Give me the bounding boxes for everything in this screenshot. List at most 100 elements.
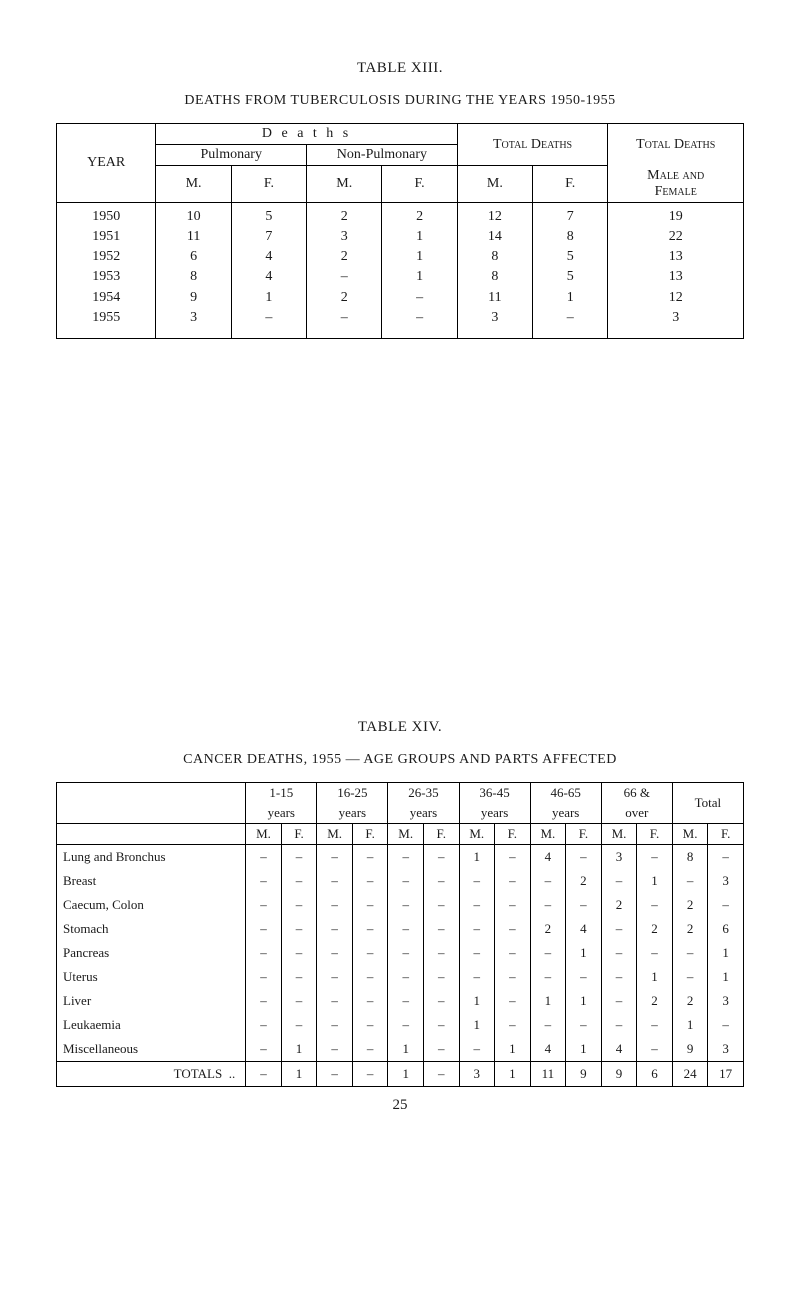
cause-0: Lung and Bronchus [57, 845, 246, 870]
cell-8-9: 1 [566, 1037, 602, 1062]
cell-0-0: – [246, 845, 282, 870]
th-female: Female [655, 184, 697, 199]
cell-5-0: – [246, 965, 282, 989]
th-ag-1: 16-25 [317, 783, 388, 804]
th-cause-blank [57, 783, 246, 824]
cell-8-5: – [423, 1037, 459, 1062]
th-mf: Male and Female [608, 166, 744, 203]
th-pf: F. [231, 166, 306, 203]
cause-4: Pancreas [57, 941, 246, 965]
cell-2-13: – [708, 893, 744, 917]
cell-2-7: – [495, 893, 531, 917]
cell-7-13: – [708, 1013, 744, 1037]
cell-5-13: 1 [708, 965, 744, 989]
total-9: 9 [566, 1062, 602, 1087]
cell-5-6: – [459, 965, 495, 989]
cell-0-12: 8 [672, 845, 708, 870]
cell-0-5: – [423, 845, 459, 870]
cell-5-3: – [352, 965, 388, 989]
cell-7-4: – [388, 1013, 424, 1037]
cell-3-1: – [281, 917, 317, 941]
th-cause-blank2 [57, 824, 246, 845]
cell-0-8: 4 [530, 845, 566, 870]
th-total-deaths-2: Total Deaths [608, 124, 744, 166]
cell-0-1: – [281, 845, 317, 870]
total-6: 3 [459, 1062, 495, 1087]
th-ag-5: 66 & [601, 783, 672, 804]
cell-7-7: – [495, 1013, 531, 1037]
th-ag-3: 36-45 [459, 783, 530, 804]
cell-4-8: – [530, 941, 566, 965]
cell-3-3: – [352, 917, 388, 941]
cell-7-0: – [246, 1013, 282, 1037]
cell-2-11: – [637, 893, 673, 917]
table13-subtitle: DEATHS FROM TUBERCULOSIS DURING THE YEAR… [56, 93, 744, 109]
cause-5: Uterus [57, 965, 246, 989]
th-sub-1: years [317, 803, 388, 824]
cell-0-11: – [637, 845, 673, 870]
cell-1-13: 3 [708, 869, 744, 893]
th-mf-4-m: M. [530, 824, 566, 845]
cell-6-10: – [601, 989, 637, 1013]
cell-0-4: – [388, 845, 424, 870]
th-tm: M. [457, 166, 532, 203]
cell-3-9: 4 [566, 917, 602, 941]
t13-col-pf: 57441– [231, 202, 306, 339]
cell-1-0: – [246, 869, 282, 893]
th-pulmonary: Pulmonary [156, 145, 307, 166]
cell-2-12: 2 [672, 893, 708, 917]
cell-4-1: – [281, 941, 317, 965]
total-2: – [317, 1062, 353, 1087]
cell-8-12: 9 [672, 1037, 708, 1062]
cell-1-8: – [530, 869, 566, 893]
th-total-deaths-1: Total Deaths [457, 124, 608, 166]
th-sub-5: over [601, 803, 672, 824]
cell-8-4: 1 [388, 1037, 424, 1062]
th-mf-2-m: M. [388, 824, 424, 845]
cause-7: Leukaemia [57, 1013, 246, 1037]
cell-7-2: – [317, 1013, 353, 1037]
cell-7-9: – [566, 1013, 602, 1037]
total-13: 17 [708, 1062, 744, 1087]
cell-4-9: 1 [566, 941, 602, 965]
table14-subtitle: CANCER DEATHS, 1955 — AGE GROUPS AND PAR… [56, 752, 744, 768]
cell-5-8: – [530, 965, 566, 989]
cell-1-6: – [459, 869, 495, 893]
cell-4-7: – [495, 941, 531, 965]
t13-col-tf: 78551– [533, 202, 608, 339]
t13-col-mf: 19221313123 [608, 202, 744, 339]
cell-8-6: – [459, 1037, 495, 1062]
table13-title: TABLE XIII. [56, 60, 744, 77]
cell-5-10: – [601, 965, 637, 989]
cell-2-10: 2 [601, 893, 637, 917]
cell-6-5: – [423, 989, 459, 1013]
cell-3-6: – [459, 917, 495, 941]
cell-4-10: – [601, 941, 637, 965]
cell-3-0: – [246, 917, 282, 941]
cell-1-1: – [281, 869, 317, 893]
cause-6: Liver [57, 989, 246, 1013]
cell-1-11: 1 [637, 869, 673, 893]
th-mf-2-f: F. [423, 824, 459, 845]
cell-3-8: 2 [530, 917, 566, 941]
table14: 1-15 16-25 26-35 36-45 46-65 66 & Total … [56, 782, 744, 1087]
cell-1-2: – [317, 869, 353, 893]
t13-col-tm: 121488113 [457, 202, 532, 339]
cell-6-7: – [495, 989, 531, 1013]
t13-col-pm: 10116893 [156, 202, 231, 339]
total-8: 11 [530, 1062, 566, 1087]
th-mf-0-f: F. [281, 824, 317, 845]
cell-8-11: – [637, 1037, 673, 1062]
cell-7-3: – [352, 1013, 388, 1037]
cell-7-10: – [601, 1013, 637, 1037]
cell-1-4: – [388, 869, 424, 893]
cell-1-12: – [672, 869, 708, 893]
cell-8-3: – [352, 1037, 388, 1062]
cell-4-3: – [352, 941, 388, 965]
cell-4-0: – [246, 941, 282, 965]
cell-1-9: 2 [566, 869, 602, 893]
th-ag-0: 1-15 [246, 783, 317, 804]
cell-5-9: – [566, 965, 602, 989]
cell-7-1: – [281, 1013, 317, 1037]
cause-8: Miscellaneous [57, 1037, 246, 1062]
